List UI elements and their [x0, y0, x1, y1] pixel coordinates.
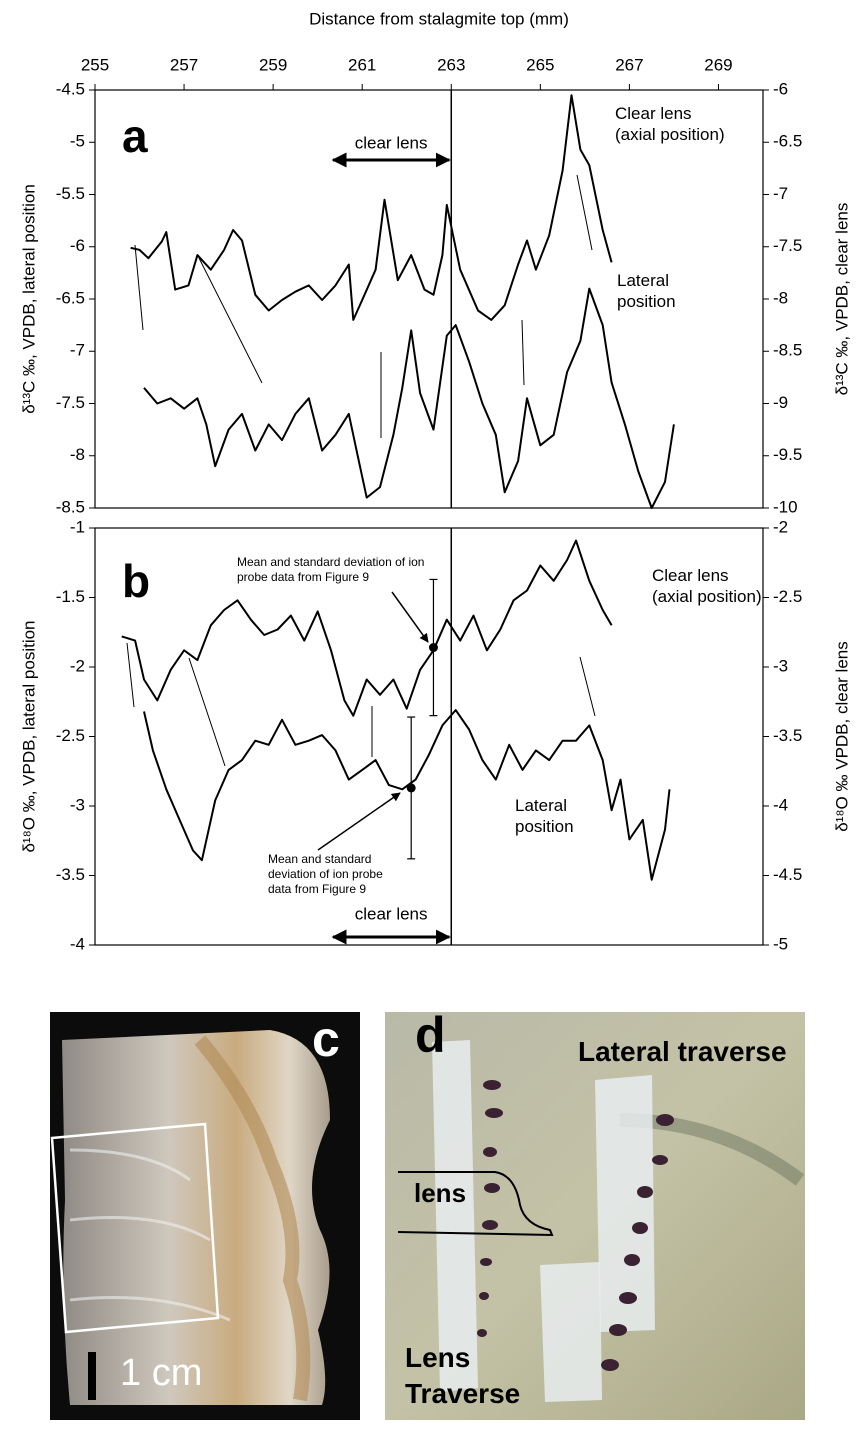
- photo-label: lens: [414, 1178, 467, 1208]
- span-label: clear lens: [355, 904, 428, 923]
- x-tick-label: 257: [170, 55, 198, 74]
- error-mean: [428, 643, 438, 653]
- y-tick-label: -2.5: [56, 726, 85, 745]
- y-tick-label: -3.5: [56, 865, 85, 884]
- y2-tick-label: -8: [773, 288, 788, 307]
- y2-tick-label: -7: [773, 184, 788, 203]
- y-tick-label: -8.5: [56, 497, 85, 516]
- x-tick-label: 265: [526, 55, 554, 74]
- y2-tick-label: -10: [773, 497, 798, 516]
- data-line: [121, 539, 613, 717]
- span-label: clear lens: [355, 133, 428, 152]
- y2-tick-label: -5: [773, 934, 788, 953]
- x-axis-title: Distance from stalagmite top (mm): [309, 9, 569, 28]
- y-tick-label: -1.5: [56, 587, 85, 606]
- panel-label: d: [415, 1007, 446, 1063]
- y2-axis-title: δ¹⁸O ‰ VPDB, clear lens: [832, 641, 851, 831]
- x-tick-label: 263: [437, 55, 465, 74]
- annotation-arrows: [317, 591, 429, 851]
- y-tick-label: -1: [70, 517, 85, 536]
- y2-axis-title: δ¹³C ‰, VPDB, clear lens: [832, 203, 851, 396]
- y-tick-label: -6: [70, 236, 85, 255]
- y2-tick-label: -4: [773, 795, 788, 814]
- y-tick-label: -7: [70, 341, 85, 360]
- panel-label: a: [122, 110, 148, 162]
- y2-tick-label: -6: [773, 79, 788, 98]
- series-label: Lateral position: [617, 271, 676, 311]
- y2-tick-label: -3: [773, 656, 788, 675]
- y-tick-label: -6.5: [56, 288, 85, 307]
- data-line: [143, 709, 671, 881]
- y-tick-label: -8: [70, 445, 85, 464]
- y2-tick-label: -2.5: [773, 587, 802, 606]
- y2-tick-label: -2: [773, 517, 788, 536]
- x-tick-label: 261: [348, 55, 376, 74]
- annotation: Mean and standard deviation of ion probe…: [268, 852, 383, 896]
- series-label: Lateral position: [515, 796, 574, 836]
- panel-label: b: [122, 555, 150, 607]
- error-bar: [428, 578, 438, 717]
- y2-tick-label: -4.5: [773, 865, 802, 884]
- annotation: Mean and standard deviation of ion probe…: [237, 555, 425, 584]
- series-label: Clear lens (axial position): [615, 104, 725, 144]
- tie-lines: [126, 174, 596, 767]
- photo-d: [385, 1012, 805, 1420]
- error-bar: [406, 716, 416, 860]
- y-tick-label: -4.5: [56, 79, 85, 98]
- y-tick-label: -7.5: [56, 393, 85, 412]
- photo-label: Lens Traverse: [405, 1342, 521, 1409]
- x-tick-label: 269: [704, 55, 732, 74]
- x-tick-label: 255: [81, 55, 109, 74]
- data-line: [130, 94, 613, 321]
- y-tick-label: -5.5: [56, 184, 85, 203]
- y2-tick-label: -7.5: [773, 236, 802, 255]
- photo-label: Lateral traverse: [578, 1036, 787, 1067]
- scale-label: 1 cm: [120, 1352, 203, 1394]
- error-mean: [406, 783, 416, 793]
- y-tick-label: -4: [70, 934, 85, 953]
- x-tick-label: 259: [259, 55, 287, 74]
- y-tick-label: -2: [70, 656, 85, 675]
- photo-c: [50, 1012, 360, 1420]
- series-label: Clear lens (axial position): [652, 566, 762, 606]
- y2-tick-label: -3.5: [773, 726, 802, 745]
- data-line: [143, 287, 675, 509]
- y2-tick-label: -8.5: [773, 341, 802, 360]
- y2-tick-label: -9: [773, 393, 788, 412]
- y-axis-title: δ¹³C ‰, VPDB, lateral position: [19, 184, 38, 414]
- y-tick-label: -5: [70, 132, 85, 151]
- x-tick-label: 267: [615, 55, 643, 74]
- panel-label: c: [312, 1011, 340, 1067]
- y-axis-title: δ¹⁸O ‰, VPDB, lateral position: [19, 620, 38, 852]
- y2-tick-label: -6.5: [773, 132, 802, 151]
- y2-tick-label: -9.5: [773, 445, 802, 464]
- y-tick-label: -3: [70, 795, 85, 814]
